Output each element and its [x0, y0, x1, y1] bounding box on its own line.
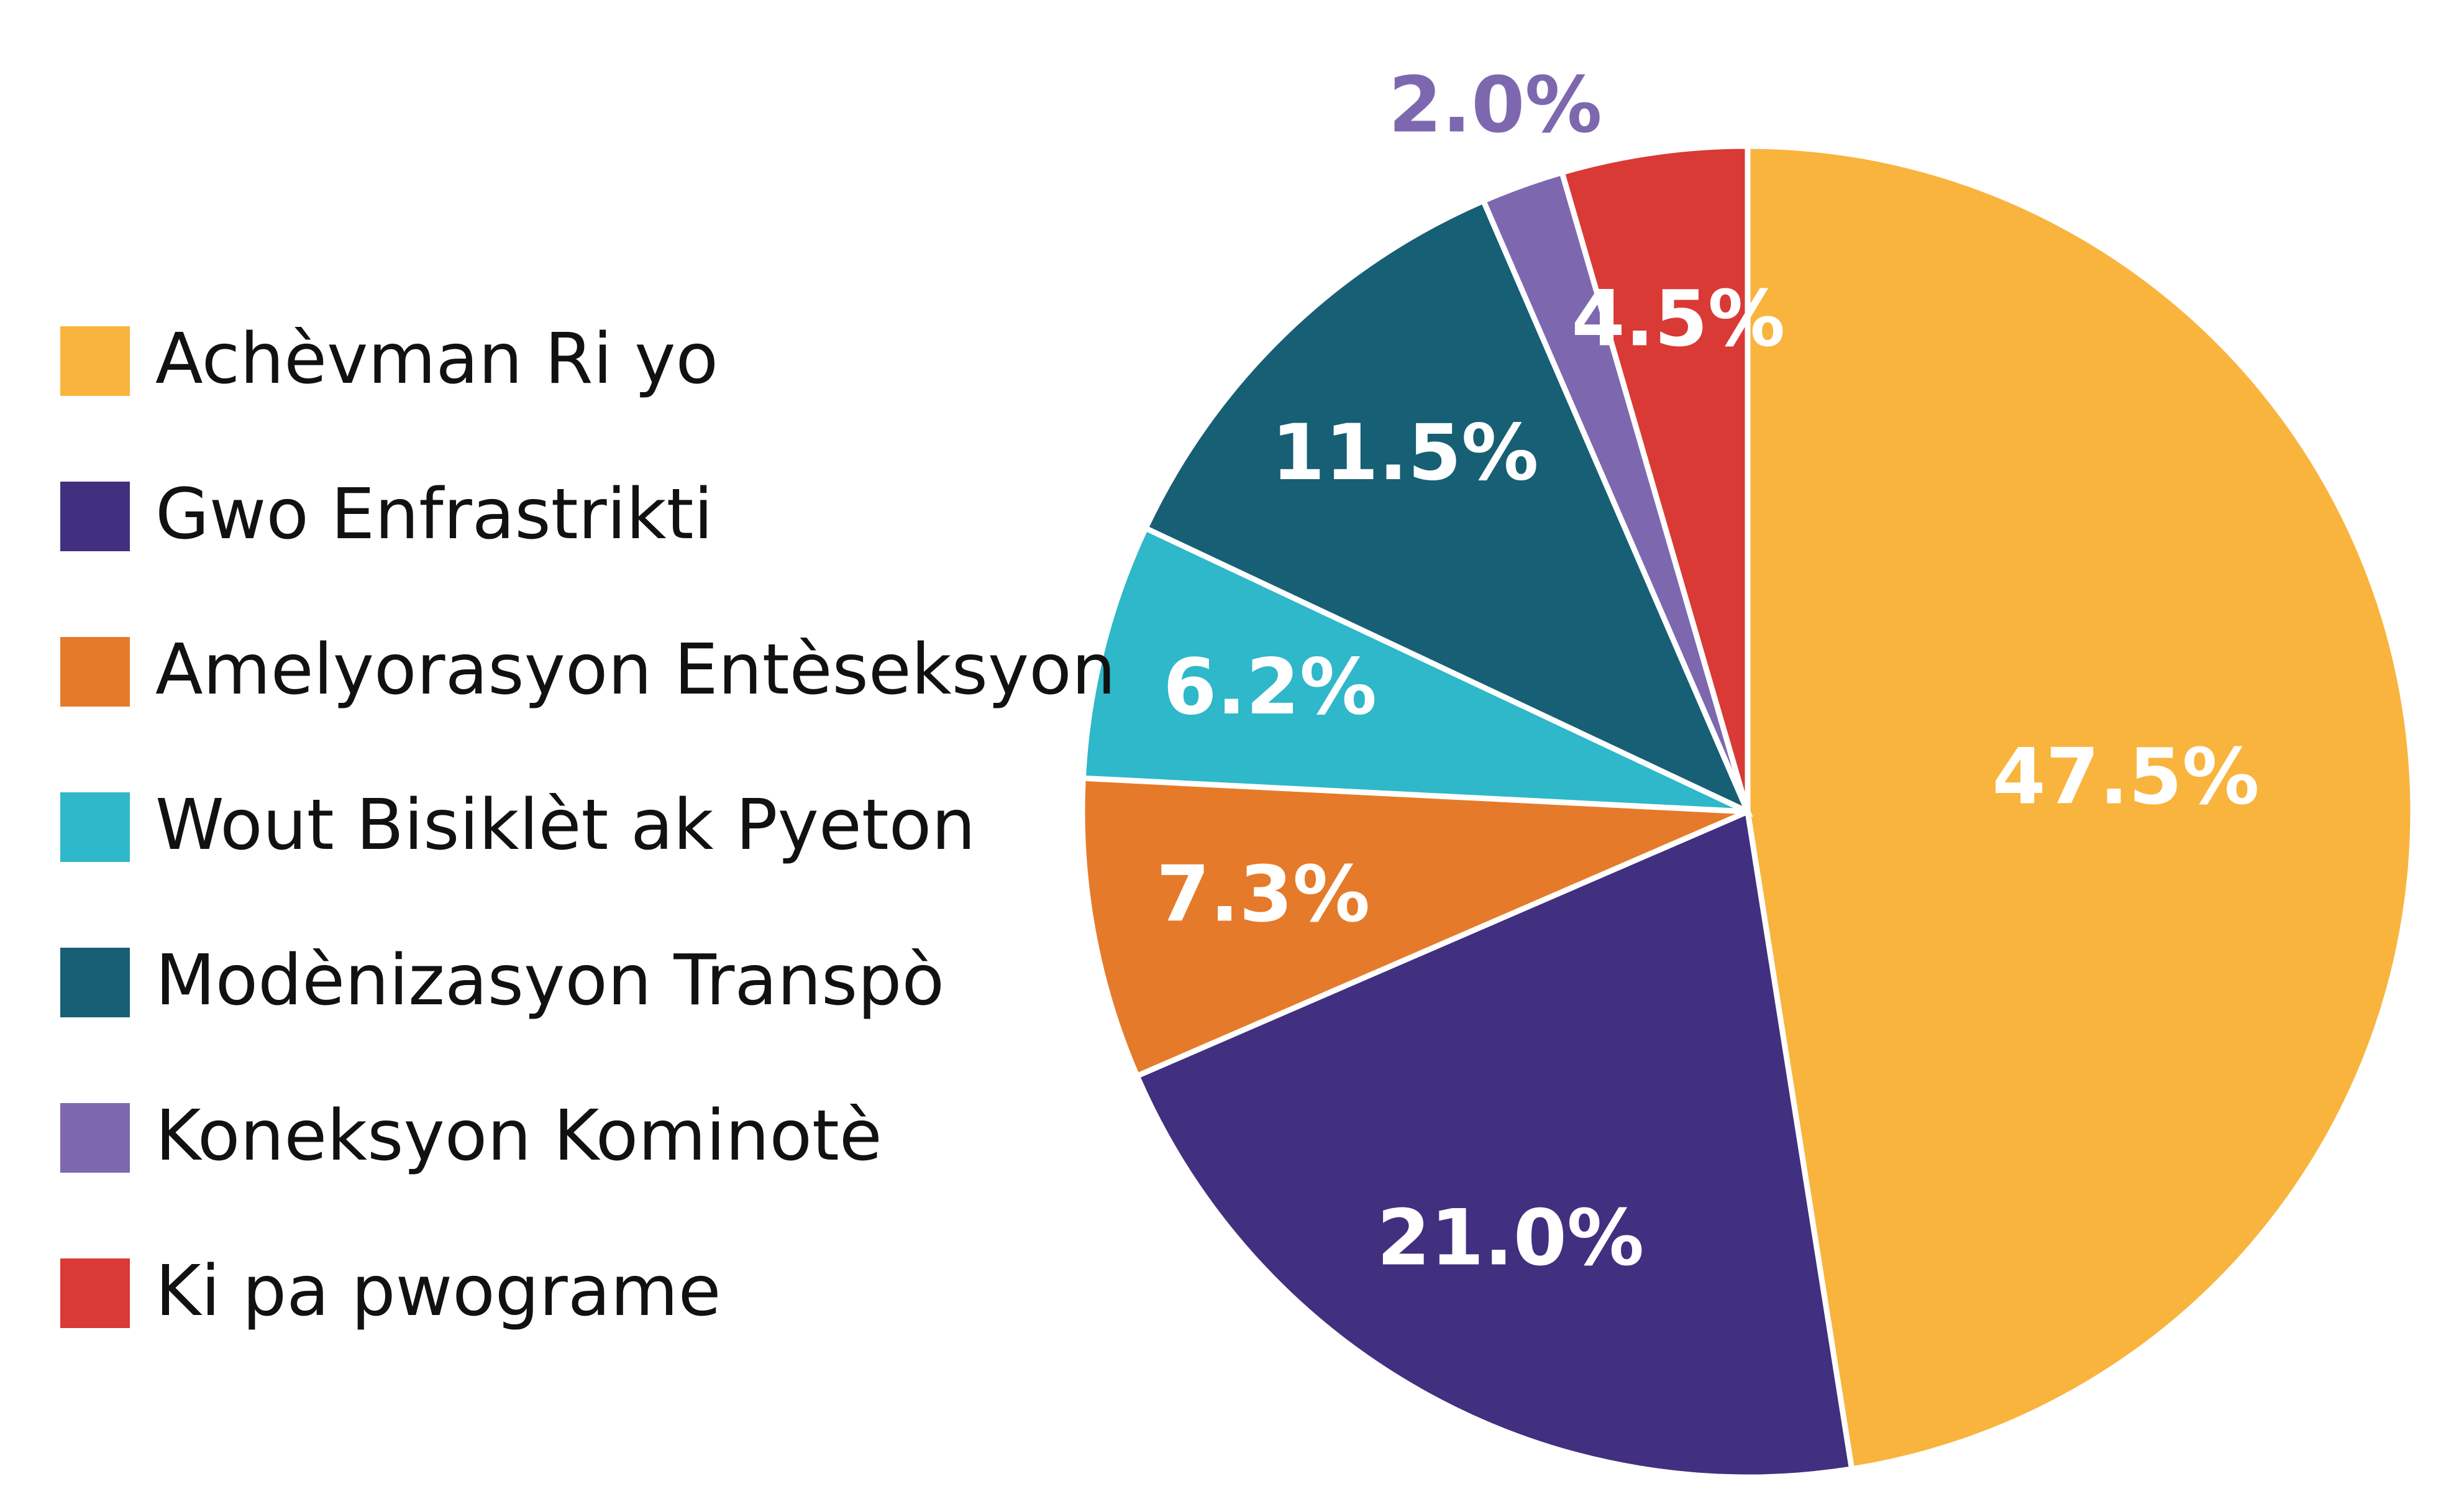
- value-label: 2.0%: [1389, 61, 1602, 150]
- legend-label: Amelyorasyon Entèseksyon: [155, 630, 1116, 710]
- legend-label: Koneksyon Kominotè: [155, 1096, 882, 1176]
- legend-swatch: [60, 482, 130, 551]
- legend-swatch: [60, 326, 130, 396]
- value-label: 7.3%: [1156, 850, 1370, 939]
- legend-label: Wout Bisiklèt ak Pyeton: [155, 785, 975, 866]
- legend-swatch: [60, 637, 130, 707]
- pie-slice: [1079, 775, 1749, 1080]
- pie-slice: [1745, 143, 2416, 1472]
- legend-label: Ki pa pwograme: [155, 1251, 721, 1332]
- legend-swatch: [60, 792, 130, 862]
- legend-label: Gwo Enfrastrikti: [155, 474, 713, 555]
- value-label: 11.5%: [1271, 408, 1538, 498]
- pie-slice: [1133, 807, 1855, 1480]
- legend-swatch: [60, 1103, 130, 1173]
- value-label: 47.5%: [1992, 732, 2259, 822]
- legend-swatch: [60, 948, 130, 1017]
- pie-slice: [1558, 143, 1751, 813]
- legend-label: Achèvman Ri yo: [155, 319, 718, 400]
- value-label: 4.5%: [1571, 275, 1785, 364]
- pie-slice: [1080, 525, 1749, 815]
- pie-slice: [1141, 197, 1753, 818]
- legend-swatch: [60, 1258, 130, 1328]
- legend-label: Modènizasyon Transpò: [155, 940, 944, 1021]
- value-label: 21.0%: [1377, 1194, 1644, 1283]
- value-label: 6.2%: [1163, 643, 1377, 732]
